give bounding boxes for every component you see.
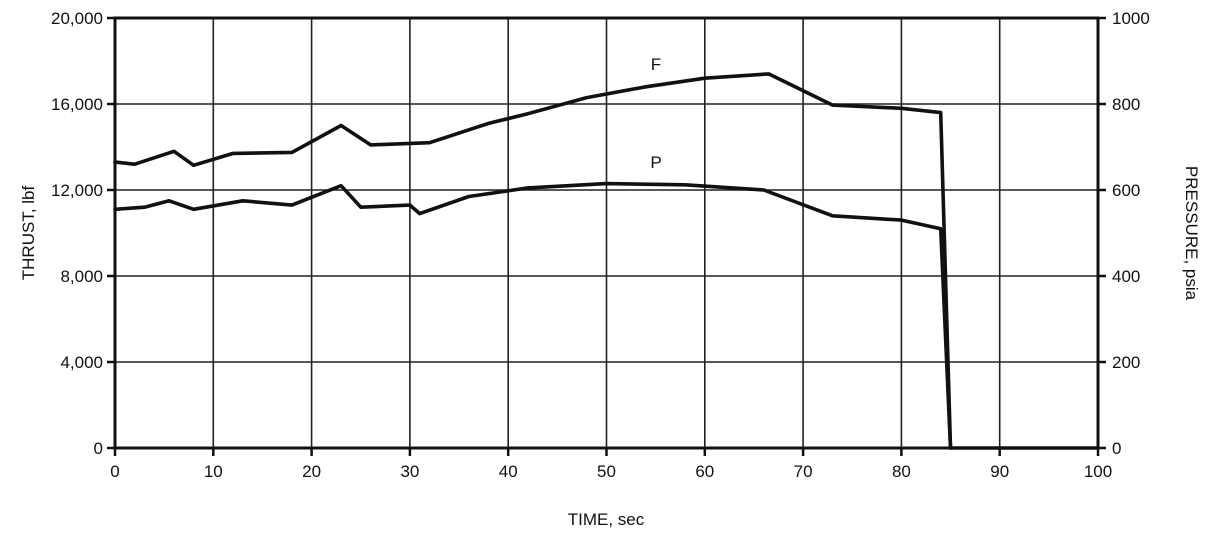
y-right-axis-title: PRESSURE, psia — [1182, 166, 1201, 301]
series-line-p — [113, 181, 953, 450]
y-left-axis-title: THRUST, lbf — [19, 186, 38, 281]
grid — [115, 18, 1098, 448]
series-label-p: P — [650, 153, 661, 172]
x-tick-label: 0 — [110, 462, 119, 481]
x-tick-label: 10 — [204, 462, 223, 481]
y-right-tick-label: 0 — [1112, 439, 1121, 458]
x-axis-title: TIME, sec — [568, 510, 645, 529]
x-tick-label: 20 — [302, 462, 321, 481]
curves — [113, 72, 1100, 450]
y-left-tick-label: 16,000 — [51, 95, 103, 114]
x-tick-labels: 0 10 20 30 40 50 60 70 80 90 100 — [110, 462, 1112, 481]
y-left-tick-label: 0 — [94, 439, 103, 458]
x-tick-label: 50 — [597, 462, 616, 481]
y-left-tick-label: 12,000 — [51, 181, 103, 200]
x-tick-label: 30 — [400, 462, 419, 481]
y-right-tick-label: 1000 — [1112, 9, 1150, 28]
y-left-tick-label: 20,000 — [51, 9, 103, 28]
series-line-f — [113, 72, 953, 450]
x-tick-label: 100 — [1084, 462, 1112, 481]
y-left-tick-label: 4,000 — [60, 353, 103, 372]
x-tick-label: 60 — [695, 462, 714, 481]
y-right-tick-label: 600 — [1112, 181, 1140, 200]
x-tick-label: 90 — [990, 462, 1009, 481]
y-right-tick-label: 800 — [1112, 95, 1140, 114]
y-right-tick-label: 400 — [1112, 267, 1140, 286]
y-right-tick-label: 200 — [1112, 353, 1140, 372]
x-tick-label: 80 — [892, 462, 911, 481]
y-right-tick-labels: 0 200 400 600 800 1000 — [1112, 9, 1150, 458]
series-label-f: F — [651, 55, 661, 74]
y-left-tick-label: 8,000 — [60, 267, 103, 286]
x-tick-label: 70 — [794, 462, 813, 481]
x-tick-label: 40 — [499, 462, 518, 481]
y-left-tick-labels: 0 4,000 8,000 12,000 16,000 20,000 — [51, 9, 103, 458]
